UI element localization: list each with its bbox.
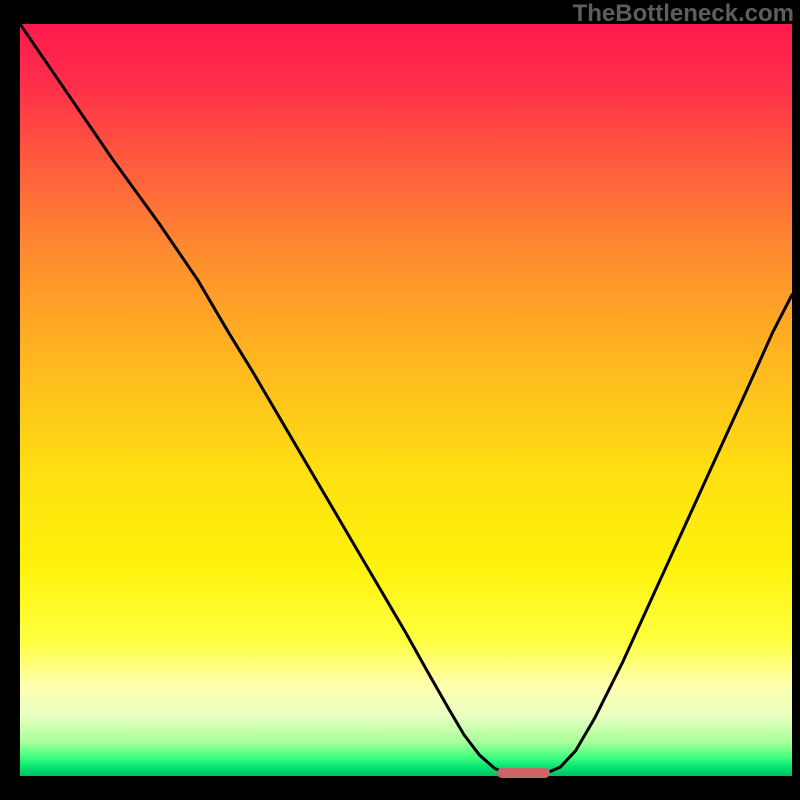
chart-frame: TheBottleneck.com (0, 0, 800, 800)
optimum-marker (497, 768, 549, 778)
curve-layer (20, 24, 792, 776)
gradient-background (20, 24, 792, 776)
plot-area (20, 24, 792, 776)
